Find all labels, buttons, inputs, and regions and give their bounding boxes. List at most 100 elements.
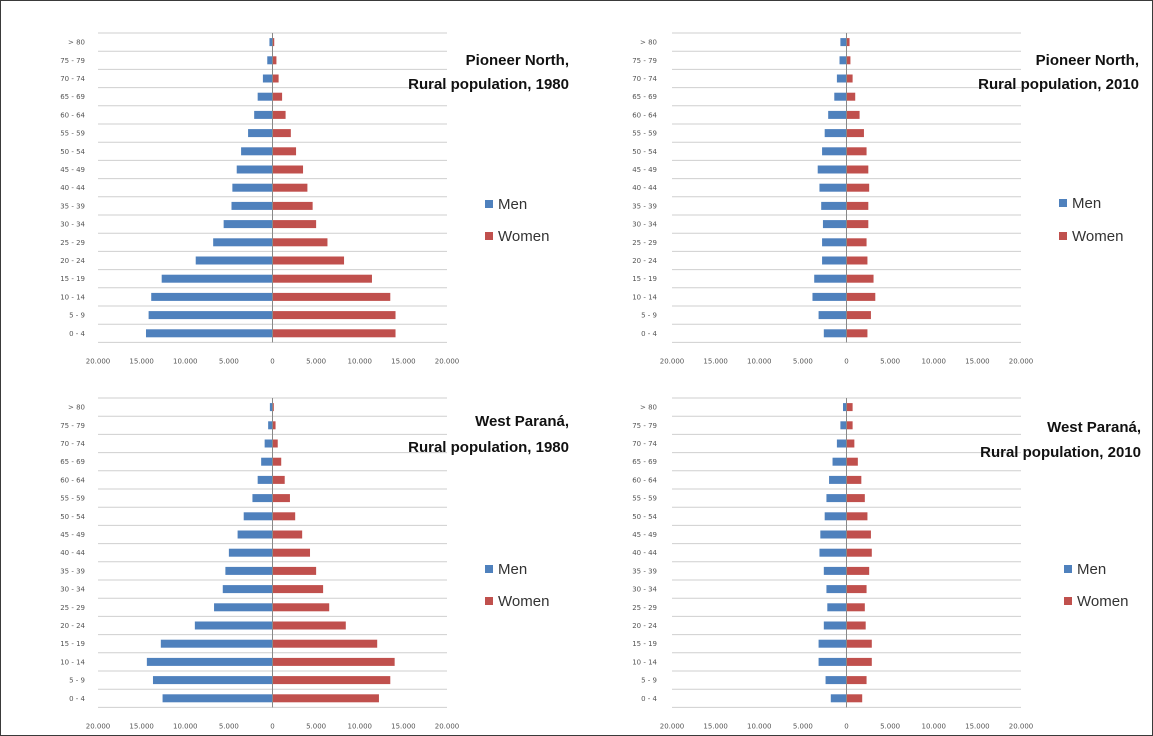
- age-group-label: 55 - 59: [60, 130, 85, 138]
- women-bar: [846, 585, 867, 594]
- age-group-label: 65 - 69: [60, 93, 85, 101]
- women-bar: [272, 657, 395, 666]
- men-bar: [819, 548, 847, 557]
- age-group-label: 70 - 74: [632, 75, 657, 83]
- women-bar: [846, 292, 876, 301]
- men-bar: [152, 676, 273, 685]
- men-bar: [817, 165, 847, 174]
- age-group-label: 35 - 39: [632, 567, 657, 575]
- men-bar: [252, 494, 273, 503]
- legend-swatch-men: [1059, 199, 1067, 207]
- men-bar: [840, 421, 847, 430]
- men-bar: [823, 329, 847, 338]
- age-group-label: 60 - 64: [632, 111, 657, 119]
- women-bar: [272, 566, 317, 575]
- women-bar: [272, 621, 346, 630]
- men-bar: [236, 165, 273, 174]
- age-group-label: 70 - 74: [60, 440, 85, 448]
- x-tick-label: 20.000: [1009, 357, 1034, 365]
- legend-swatch-men: [485, 200, 493, 208]
- men-bar: [822, 220, 847, 229]
- chart-title-line-1: West Paraná,: [475, 413, 569, 430]
- age-group-label: 15 - 19: [632, 640, 657, 648]
- x-tick-label: 15.000: [703, 357, 728, 365]
- x-tick-label: 20.000: [435, 357, 460, 365]
- x-tick-label: 10.000: [922, 722, 947, 730]
- women-bar: [846, 694, 863, 703]
- x-tick-label: 10.000: [348, 722, 373, 730]
- x-tick-label: 10.000: [348, 357, 373, 365]
- x-tick-label: 0: [844, 722, 848, 730]
- women-bar: [272, 92, 283, 101]
- legend-label-women: Women: [1072, 228, 1123, 245]
- women-bar: [846, 530, 871, 539]
- men-bar: [821, 201, 847, 210]
- women-bar: [272, 292, 391, 301]
- x-tick-label: 5.000: [793, 722, 813, 730]
- men-bar: [269, 38, 273, 47]
- x-tick-label: 10.000: [173, 357, 198, 365]
- age-group-label: > 80: [640, 39, 657, 47]
- women-bar: [846, 38, 850, 47]
- men-bar: [267, 56, 273, 65]
- women-bar: [846, 421, 853, 430]
- men-bar: [231, 201, 273, 210]
- chart-title-line-1: West Paraná,: [1047, 419, 1141, 436]
- legend-label-men: Men: [498, 561, 527, 578]
- men-bar: [836, 74, 847, 83]
- men-bar: [828, 110, 847, 119]
- women-bar: [272, 329, 396, 338]
- women-bar: [846, 56, 851, 65]
- men-bar: [829, 475, 847, 484]
- legend-swatch-men: [1064, 565, 1072, 573]
- men-bar: [830, 694, 847, 703]
- men-bar: [818, 639, 847, 648]
- age-group-label: 30 - 34: [632, 221, 657, 229]
- age-group-label: 10 - 14: [60, 658, 85, 666]
- men-bar: [840, 38, 847, 47]
- men-bar: [822, 256, 847, 265]
- legend-swatch-women: [1064, 597, 1072, 605]
- legend-swatch-women: [485, 597, 493, 605]
- men-bar: [814, 274, 847, 283]
- age-group-label: 65 - 69: [632, 93, 657, 101]
- men-bar: [241, 147, 273, 156]
- age-group-label: 35 - 39: [60, 567, 85, 575]
- x-tick-label: 15.000: [703, 722, 728, 730]
- age-group-label: 45 - 49: [632, 531, 657, 539]
- men-bar: [819, 183, 847, 192]
- chart-title-line-1: Pioneer North,: [1036, 52, 1139, 69]
- women-bar: [272, 274, 372, 283]
- women-bar: [846, 74, 853, 83]
- age-group-label: 5 - 9: [641, 677, 657, 685]
- women-bar: [272, 585, 324, 594]
- age-group-label: 40 - 44: [60, 184, 85, 192]
- women-bar: [846, 311, 871, 320]
- men-bar: [248, 129, 273, 138]
- age-group-label: 50 - 54: [60, 513, 85, 521]
- age-group-label: 60 - 64: [60, 111, 85, 119]
- women-bar: [272, 439, 278, 448]
- age-group-label: 50 - 54: [60, 148, 85, 156]
- men-bar: [834, 92, 847, 101]
- women-bar: [846, 621, 866, 630]
- age-group-label: 0 - 4: [641, 695, 657, 703]
- age-group-label: 40 - 44: [632, 549, 657, 557]
- women-bar: [272, 421, 276, 430]
- men-bar: [820, 530, 847, 539]
- age-group-label: 75 - 79: [632, 57, 657, 65]
- women-bar: [846, 439, 855, 448]
- women-bar: [272, 512, 296, 521]
- men-bar: [243, 512, 273, 521]
- x-tick-label: 10.000: [747, 357, 772, 365]
- age-group-label: 5 - 9: [69, 677, 85, 685]
- x-tick-label: 15.000: [965, 722, 990, 730]
- age-group-label: 5 - 9: [641, 312, 657, 320]
- women-bar: [272, 74, 279, 83]
- men-bar: [818, 311, 847, 320]
- age-group-label: 75 - 79: [60, 422, 85, 430]
- legend-label-women: Women: [498, 593, 549, 610]
- x-tick-label: 10.000: [747, 722, 772, 730]
- age-group-label: 15 - 19: [632, 275, 657, 283]
